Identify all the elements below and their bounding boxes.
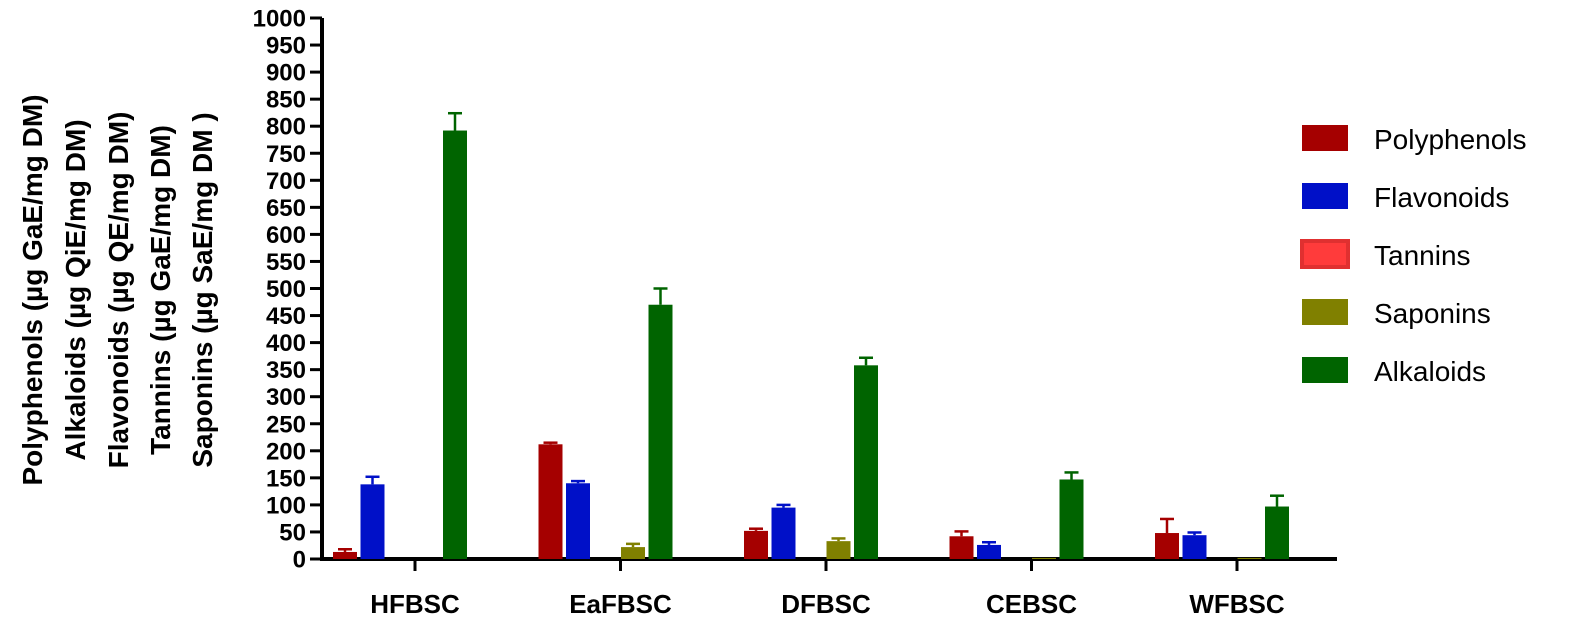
bar-saponins (1237, 557, 1262, 559)
y-tick-label: 1000 (253, 6, 306, 33)
legend-label-alkaloids: Alkaloids (1374, 356, 1486, 387)
legend-swatch-alkaloids (1302, 357, 1348, 383)
y-tick-label: 550 (266, 249, 306, 276)
x-axis: HFBSC EaFBSC DFBSC CEBSC WFBSC (320, 557, 1337, 619)
legend-label-flavonoids: Flavonoids (1374, 182, 1509, 213)
y-tick-label: 200 (266, 438, 306, 465)
y-tick-label: 600 (266, 222, 306, 249)
y-tick-label: 400 (266, 330, 306, 357)
y-axis-title-line-5: Saponins (µg SaE/mg DM ) (187, 112, 218, 467)
x-tick-label: EaFBSC (569, 589, 672, 619)
y-tick-label: 100 (266, 492, 306, 519)
legend-swatch-tannins (1300, 239, 1350, 269)
bar-saponins (1032, 557, 1056, 559)
y-axis-title-line-3: Flavonoids (µg QE/mg DM) (103, 112, 134, 469)
bar-alkaloids (1265, 506, 1289, 559)
bar-flavonoids (1182, 535, 1207, 559)
y-tick-label: 500 (266, 276, 306, 303)
y-tick-label: 350 (266, 357, 306, 384)
x-tick-label: CEBSC (986, 589, 1077, 619)
legend-label-tannins: Tannins (1374, 240, 1471, 271)
bar-flavonoids (771, 507, 796, 559)
y-tick-label: 750 (266, 141, 306, 168)
y-axis-title-line-4: Tannins (µg GaE/mg DM) (145, 125, 176, 455)
legend-label-polyphenols: Polyphenols (1374, 124, 1527, 155)
bar-alkaloids (443, 130, 467, 559)
x-tick-label: WFBSC (1189, 589, 1285, 619)
bar-flavonoids (977, 544, 1001, 559)
bar-polyphenols (333, 551, 357, 559)
x-tick-label: HFBSC (370, 589, 460, 619)
y-tick-label: 50 (279, 519, 306, 546)
y-tick-label: 850 (266, 87, 306, 114)
y-axis-title: Polyphenols (µg GaE/mg DM) Alkaloids (µg… (17, 94, 218, 485)
bars (333, 111, 1289, 559)
bar-polyphenols (1155, 533, 1179, 559)
y-tick-label: 900 (266, 60, 306, 87)
y-tick-label: 800 (266, 114, 306, 141)
bar-flavonoids (360, 484, 385, 559)
bar-saponins (826, 541, 851, 559)
y-tick-label: 300 (266, 384, 306, 411)
y-tick-label: 700 (266, 168, 306, 195)
legend-label-saponins: Saponins (1374, 298, 1491, 329)
bar-alkaloids (648, 304, 673, 559)
y-tick-label: 0 (293, 547, 306, 574)
bar-flavonoids (566, 483, 590, 559)
legend: Polyphenols Flavonoids Tannins Saponins Alka… (1300, 124, 1527, 387)
bar-saponins (621, 547, 645, 559)
y-axis-title-line-2: Alkaloids (µg QiE/mg DM) (60, 119, 91, 460)
bar-alkaloids (854, 365, 878, 559)
y-tick-label: 450 (266, 303, 306, 330)
bar-polyphenols (744, 530, 768, 559)
y-tick-label: 250 (266, 411, 306, 438)
y-tick-label: 950 (266, 33, 306, 60)
legend-swatch-flavonoids (1302, 183, 1348, 209)
legend-swatch-saponins (1302, 299, 1348, 325)
y-axis: 0501001502002503003504004505005506006507… (253, 6, 324, 574)
x-tick-label: DFBSC (781, 589, 871, 619)
bar-polyphenols (949, 536, 974, 559)
y-tick-label: 650 (266, 195, 306, 222)
bar-polyphenols (538, 444, 563, 559)
y-tick-label: 150 (266, 465, 306, 492)
legend-swatch-polyphenols (1302, 125, 1348, 151)
bar-alkaloids (1059, 479, 1084, 559)
y-axis-title-line-1: Polyphenols (µg GaE/mg DM) (17, 94, 48, 485)
